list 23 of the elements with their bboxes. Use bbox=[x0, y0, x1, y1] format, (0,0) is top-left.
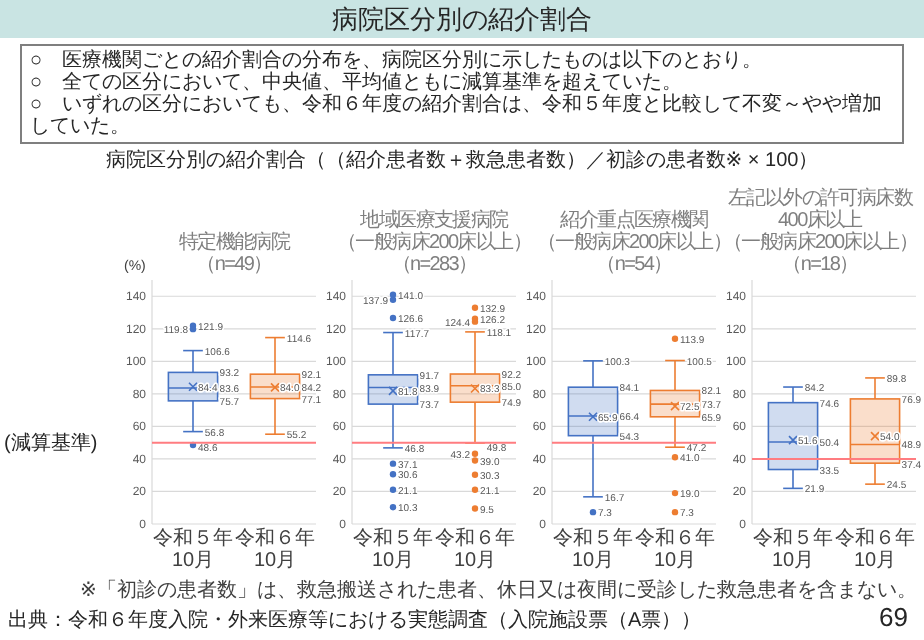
chart-title: 地域医療支援病院 bbox=[360, 210, 508, 232]
x-tick-label: 令和６年10月 bbox=[833, 528, 917, 572]
x-tick-label: 令和５年10月 bbox=[551, 528, 635, 572]
text: 病院区分別の紹介割合（（紹介患者数＋救急患者数）／初診の患者数※ × 100） bbox=[103, 150, 821, 172]
text: ○ 医療機関ごとの紹介割合の分布を、病院区分別に示したものは以下のとおり。 bbox=[30, 50, 765, 72]
chart-subtitle: （n=49） bbox=[196, 254, 272, 276]
text: 69 bbox=[879, 602, 908, 632]
ref-line-label: (減算基準) bbox=[4, 430, 98, 455]
chart-title: 左記以外の許可病床数400床以上 bbox=[725, 188, 915, 232]
chart-subtitle: （一般病床200床以上）（n=283） bbox=[334, 232, 534, 276]
source-note: 出典：令和６年度入院・外来医療等における実態調査（入院施設票（A票）） bbox=[8, 610, 702, 632]
chart-title: 紹介重点医療機関 bbox=[560, 210, 708, 232]
x-tick-label: 令和６年10月 bbox=[633, 528, 717, 572]
chart-title: 特定機能病院 bbox=[178, 232, 290, 254]
x-tick-label: 令和５年10月 bbox=[151, 528, 235, 572]
text: ○ 全ての区分において、中央値、平均値ともに減算基準を超えていた。 bbox=[30, 72, 683, 94]
text: 病院区分別の紹介割合 bbox=[0, 0, 924, 38]
text: ※「初診の患者数」は、救急搬送された患者、休日又は夜間に受診した救急患者を含まない。 bbox=[80, 580, 917, 602]
x-tick-label: 令和５年10月 bbox=[751, 528, 835, 572]
x-tick-label: 令和６年10月 bbox=[433, 528, 517, 572]
text: ○ いずれの区分においても、令和６年度の紹介割合は、令和５年度と比較して不変～やや増加していた。 bbox=[30, 94, 885, 138]
x-tick-label: 令和５年10月 bbox=[351, 528, 435, 572]
x-tick-label: 令和６年10月 bbox=[233, 528, 317, 572]
